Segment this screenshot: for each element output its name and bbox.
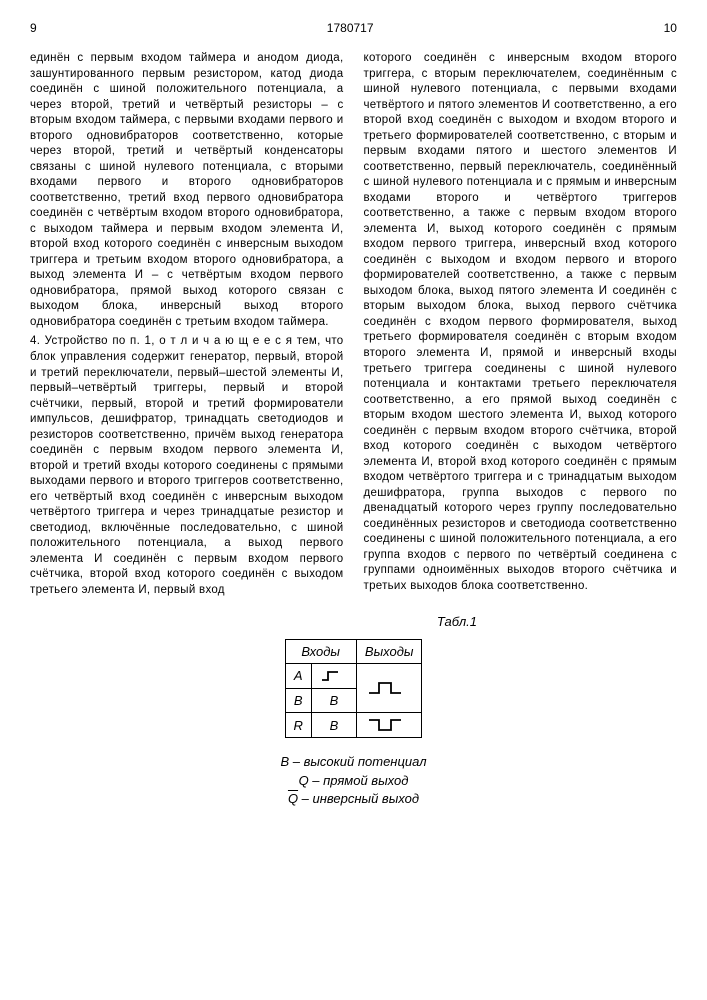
legend-line-3: Q – инверсный выход xyxy=(30,790,677,808)
col1-text: единён с первым входом таймера и анодом … xyxy=(30,52,344,328)
cell-b-val: В xyxy=(311,688,356,713)
table-legend: В – высокий потенциал Q – прямой выход Q… xyxy=(30,753,677,808)
page-num-right: 10 xyxy=(664,20,677,36)
rising-edge-icon xyxy=(320,668,348,684)
cell-pulse-down xyxy=(356,713,422,738)
th-outputs: Выходы xyxy=(356,639,422,664)
cell-b: B xyxy=(285,688,311,713)
page-num-left: 9 xyxy=(30,20,37,36)
table-row: A xyxy=(285,664,422,689)
table-caption: Табл.1 xyxy=(30,613,477,631)
columns-container: единён с первым входом таймера и анодом … xyxy=(30,51,677,598)
pulse-up-icon xyxy=(365,679,405,697)
cell-edge xyxy=(311,664,356,689)
cell-pulse-up xyxy=(356,664,422,713)
table-row: R В xyxy=(285,713,422,738)
page-header: 9 1780717 10 xyxy=(30,20,677,36)
column-right: которого соединён с инверсным входом вто… xyxy=(364,51,678,598)
cell-r-val: В xyxy=(311,713,356,738)
col2-text: которого соединён с инверсным входом вто… xyxy=(364,52,678,592)
table-header-row: Входы Выходы xyxy=(285,639,422,664)
column-left: единён с первым входом таймера и анодом … xyxy=(30,51,344,598)
clause-4: 4. Устройство по п. 1, о т л и ч а ю щ е… xyxy=(30,335,344,595)
legend-line-1: В – высокий потенциал xyxy=(30,753,677,771)
pulse-down-icon xyxy=(365,716,405,734)
th-inputs: Входы xyxy=(285,639,356,664)
cell-r: R xyxy=(285,713,311,738)
cell-a: A xyxy=(285,664,311,689)
table-1: Входы Выходы A B В R В xyxy=(30,639,677,739)
patent-number: 1780717 xyxy=(327,20,374,36)
legend-line-2: Q – прямой выход xyxy=(30,772,677,790)
